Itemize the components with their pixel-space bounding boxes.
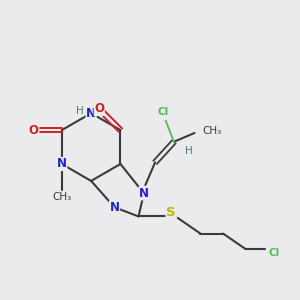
Text: CH₃: CH₃ <box>52 192 71 202</box>
Text: N: N <box>139 187 149 200</box>
Text: H: H <box>76 106 84 116</box>
Text: Cl: Cl <box>158 107 169 117</box>
Text: O: O <box>94 102 104 116</box>
Text: S: S <box>166 206 176 219</box>
Text: O: O <box>29 124 39 136</box>
Text: Cl: Cl <box>269 248 280 258</box>
Text: N: N <box>86 107 96 120</box>
Text: N: N <box>110 201 120 214</box>
Text: CH₃: CH₃ <box>203 127 222 136</box>
Text: H: H <box>185 146 193 156</box>
Text: N: N <box>57 158 67 170</box>
